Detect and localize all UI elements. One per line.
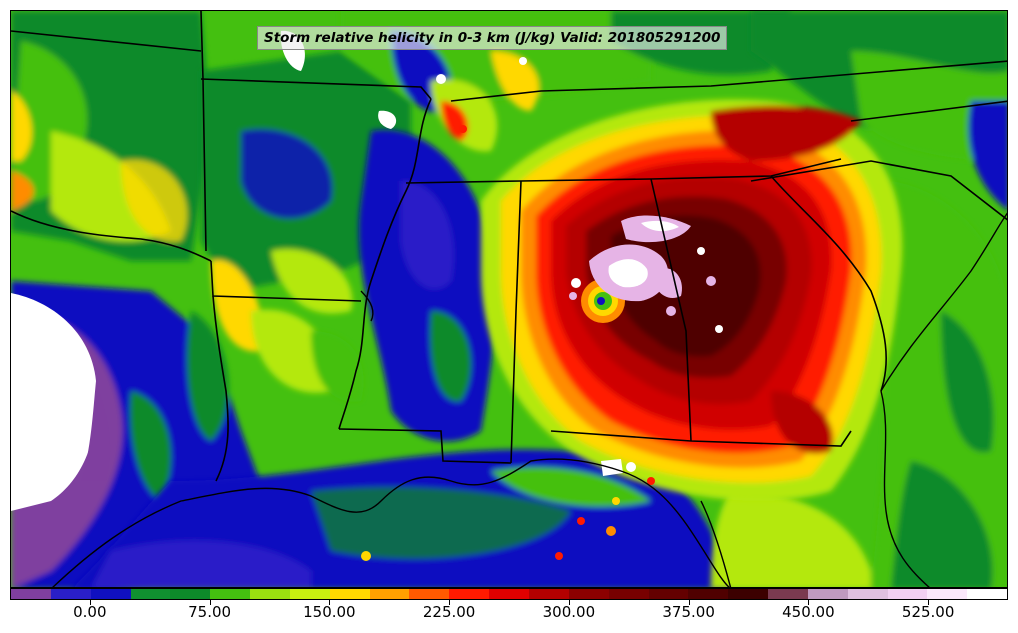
boundary-ga-sc — [770, 175, 887, 392]
colorbar-segment — [449, 589, 490, 599]
field-white-texas — [11, 293, 97, 511]
colorbar-tick — [449, 600, 451, 605]
field-purple-edge — [81, 381, 111, 481]
coastline-florida-east — [880, 390, 930, 587]
colorbar-tick — [209, 600, 211, 605]
colorbar-tick — [329, 600, 331, 605]
boundary-ms-al — [510, 180, 522, 464]
colorbar-segment — [210, 589, 251, 599]
colorbar-segment — [289, 589, 330, 599]
colorbar-tick-label: 300.00 — [542, 603, 596, 621]
boundary-mississippi-river — [338, 98, 432, 430]
coastline-gulf — [52, 458, 730, 587]
boundary-ky — [450, 60, 1007, 102]
coastline-lake — [360, 290, 374, 322]
boundary-la-tx — [212, 295, 229, 482]
colorbar-tick — [928, 600, 930, 605]
colorbar-tick-label: 225.00 — [422, 603, 476, 621]
colorbar-segment — [768, 589, 808, 599]
map-canvas — [11, 11, 1007, 587]
field-max-cells — [569, 215, 723, 333]
boundary-fl-north — [550, 430, 852, 447]
colorbar-segment — [568, 589, 609, 599]
colorbar-segment — [90, 589, 131, 599]
field-west — [11, 11, 211, 261]
boundary-al-ga — [650, 178, 692, 442]
colorbar-segment — [927, 589, 968, 599]
colorbar-segment — [847, 589, 888, 599]
boundary-ok-north — [200, 78, 432, 100]
boundary-red-river — [11, 210, 212, 262]
helicity-map: Storm relative helicity in 0-3 km (J/kg)… — [10, 10, 1008, 588]
colorbar-segment — [130, 589, 171, 599]
colorbar-tick-label: 375.00 — [662, 603, 715, 621]
colorbar-segment — [50, 589, 91, 599]
colorbar-segment — [329, 589, 370, 599]
colorbar-segment — [369, 589, 410, 599]
colorbar-tick — [808, 600, 810, 605]
colorbar-tick-label: 75.00 — [188, 603, 232, 621]
colorbar-tick — [568, 600, 570, 605]
coastlines — [52, 212, 1007, 587]
boundary-nc-sc — [750, 160, 1007, 221]
colorbar-tick-label: 525.00 — [901, 603, 955, 621]
colorbar-tick-label: 150.00 — [303, 603, 356, 621]
map-title: Storm relative helicity in 0-3 km (J/kg)… — [257, 26, 728, 50]
colorbar-segment — [887, 589, 928, 599]
field-central — [201, 51, 411, 402]
boundary-ok-west — [200, 11, 207, 252]
colorbar-segment — [11, 589, 51, 599]
boundary-va-nc — [850, 100, 1007, 122]
colorbar-segment — [170, 589, 211, 599]
colorbar-segment — [967, 589, 1008, 599]
colorbar — [10, 588, 1008, 600]
colorbar-tick — [688, 600, 690, 605]
boundary-ks-ok — [11, 30, 202, 52]
colorbar-segment — [489, 589, 529, 599]
colorbar-segment — [688, 589, 729, 599]
boundary-la-ms — [338, 428, 512, 464]
field-blue-corridor — [358, 129, 496, 442]
colorbar-segment — [608, 589, 649, 599]
coastline-florida-west — [700, 500, 732, 587]
colorbar-segment — [728, 589, 769, 599]
field-east — [711, 181, 1007, 587]
field-northeast — [751, 11, 1007, 210]
state-boundaries — [11, 11, 1007, 482]
coastline-atlantic — [880, 212, 1007, 392]
colorbar-segment — [409, 589, 450, 599]
colorbar-tick-label: 450.00 — [782, 603, 835, 621]
field-storm — [481, 99, 903, 501]
colorbar-segment — [250, 589, 290, 599]
colorbar-ticks: 0.00 75.00 150.00 225.00 300.00 375.00 450.00 5… — [10, 600, 1008, 630]
colorbar-tick-label: 0.00 — [73, 603, 107, 621]
colorbar-segment — [807, 589, 848, 599]
colorbar-tick — [89, 600, 91, 605]
colorbar-segment — [648, 589, 689, 599]
colorbar-segment — [528, 589, 569, 599]
